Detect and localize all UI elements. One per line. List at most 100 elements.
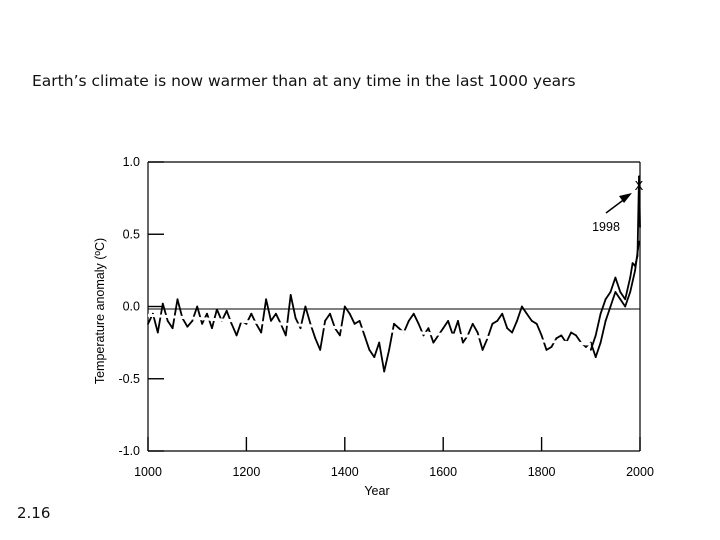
series-line-long-term-trend (147, 313, 591, 346)
data-point (230, 322, 233, 325)
data-point (501, 312, 504, 315)
data-point (481, 348, 484, 351)
y-tick-label: -1.0 (118, 444, 140, 458)
data-point (614, 276, 617, 279)
data-point (624, 298, 627, 301)
data-point (373, 356, 376, 358)
data-point (294, 317, 297, 319)
data-point (378, 341, 381, 344)
annotation-arrowhead (619, 193, 632, 203)
data-point (570, 331, 573, 334)
data-point (476, 331, 479, 334)
data-point (265, 298, 267, 301)
data-point (525, 312, 528, 315)
data-point (161, 302, 164, 305)
y-axis-label: Temperature anomaly (ºC) (93, 238, 107, 384)
data-point (211, 327, 213, 330)
data-point (442, 327, 445, 330)
data-point (171, 327, 174, 330)
data-point (191, 320, 194, 322)
data-point (319, 348, 322, 351)
data-point (260, 331, 263, 334)
data-point (594, 356, 597, 358)
data-point (393, 322, 395, 325)
data-point (461, 341, 464, 344)
data-point (398, 327, 400, 330)
data-point (147, 322, 149, 325)
data-point (388, 348, 390, 351)
data-point (270, 320, 272, 322)
data-point (422, 334, 425, 337)
x-tick-label: 1000 (134, 465, 162, 479)
x-axis-label: Year (364, 484, 389, 498)
data-point (196, 305, 199, 308)
data-point (604, 298, 607, 301)
data-point (432, 341, 435, 344)
x-tick-label: 1400 (331, 465, 359, 479)
data-point (540, 334, 543, 337)
data-point (383, 370, 386, 373)
data-point (457, 320, 459, 322)
data-point (521, 305, 523, 308)
data-point (166, 320, 169, 322)
data-point (599, 312, 602, 315)
data-point (275, 312, 277, 315)
data-point (206, 312, 208, 315)
data-point (609, 305, 612, 308)
x-tick-label: 1200 (232, 465, 260, 479)
data-point (368, 348, 371, 351)
data-point (530, 320, 533, 322)
data-point (555, 337, 558, 340)
x-tick-label: 2000 (626, 465, 654, 479)
data-point (329, 312, 331, 315)
data-point (314, 337, 317, 340)
data-point (545, 348, 548, 351)
data-point (156, 331, 159, 334)
x-marker-1998: X (635, 178, 644, 193)
x-tick-label: 1800 (528, 465, 556, 479)
data-point (284, 334, 287, 337)
data-point (496, 320, 499, 322)
data-point (535, 322, 538, 325)
data-point (471, 322, 474, 325)
data-point (636, 255, 639, 257)
data-point (594, 334, 597, 337)
data-point (604, 320, 607, 322)
slide-title: Earth’s climate is now warmer than at an… (32, 72, 576, 90)
data-point (631, 262, 634, 265)
data-point (634, 265, 636, 267)
data-point (407, 320, 410, 322)
data-point (250, 312, 253, 315)
data-point (343, 305, 346, 308)
data-point (629, 291, 632, 293)
data-point (324, 320, 327, 322)
data-point (629, 276, 632, 279)
data-point (215, 308, 218, 311)
data-point (363, 334, 366, 337)
data-point (639, 226, 641, 228)
data-point (614, 291, 617, 293)
data-point (225, 309, 228, 312)
data-point (412, 312, 415, 315)
data-point (235, 334, 238, 337)
y-tick-label: 0.5 (123, 227, 140, 241)
data-point (624, 305, 627, 308)
data-point (201, 322, 204, 325)
data-point (427, 327, 430, 330)
data-point (609, 291, 612, 293)
series-line-instrumental-record (589, 175, 641, 351)
data-point (638, 175, 640, 178)
data-point (176, 298, 179, 301)
x-tick-label: 1600 (429, 465, 457, 479)
data-point (550, 346, 553, 348)
y-tick-label: -0.5 (118, 372, 140, 386)
data-point (599, 341, 602, 344)
series-line-reconstructed-temperature-anomaly (147, 241, 640, 373)
data-point (619, 291, 622, 293)
data-point (589, 348, 592, 351)
data-point (338, 334, 341, 337)
y-tick-label: 0.0 (123, 300, 140, 314)
data-point (358, 320, 361, 322)
data-point (348, 312, 351, 315)
